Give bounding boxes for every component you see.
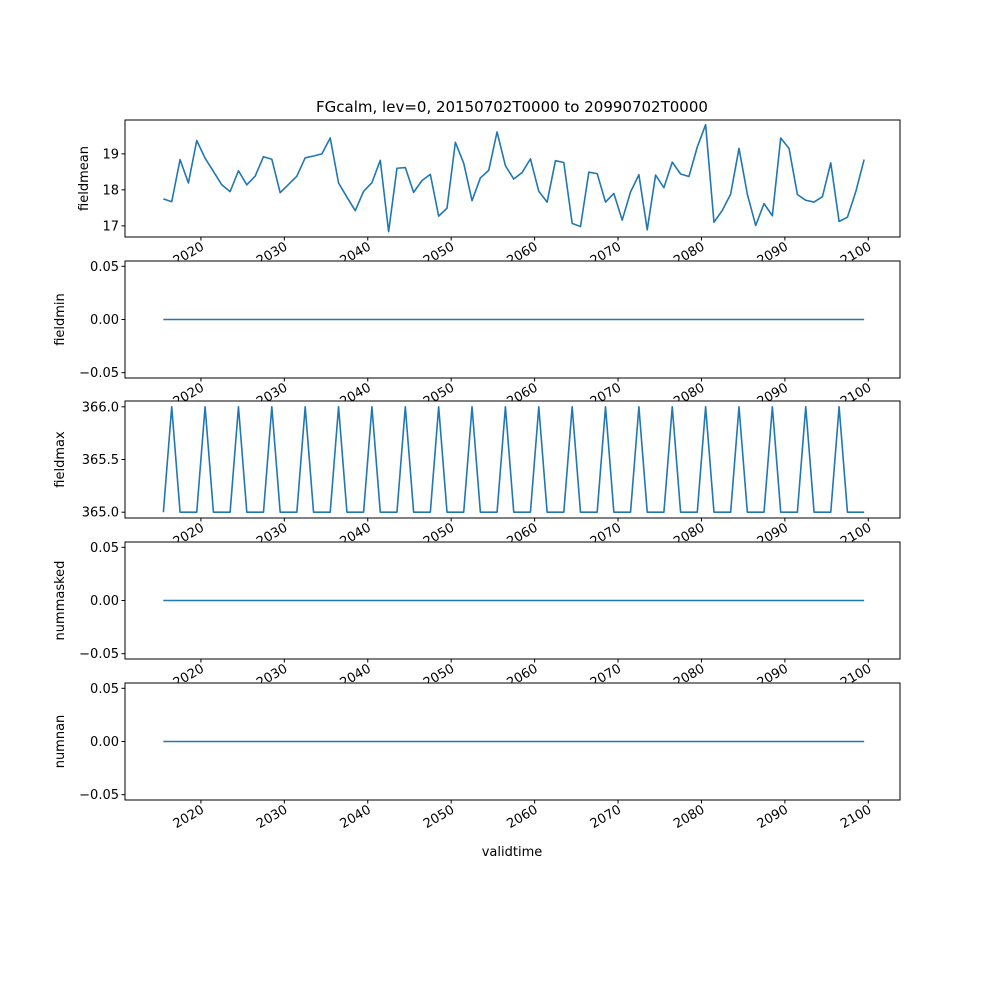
y-tick-label: 0.05 xyxy=(90,682,119,697)
y-tick-label: 365.0 xyxy=(82,506,119,521)
x-tick-label: 2080 xyxy=(671,802,707,832)
y-tick-label: 0.05 xyxy=(90,541,119,556)
y-tick-label: 18 xyxy=(102,183,119,198)
x-tick-label: 2100 xyxy=(838,802,874,832)
y-tick-label: −0.05 xyxy=(79,788,119,803)
y-tick-label: 0.05 xyxy=(90,260,119,275)
y-axis-label-fieldmean: fieldmean xyxy=(77,146,92,211)
x-tick-label: 2020 xyxy=(171,802,207,832)
y-tick-label: 19 xyxy=(102,147,119,162)
y-tick-label: 366.0 xyxy=(82,400,119,415)
x-axis-label: validtime xyxy=(482,845,543,860)
panel-numnan: −0.05 0.00 0.05 numnan 2020 2030 2040 2050 2060 2… xyxy=(53,682,900,832)
x-tick-label: 2040 xyxy=(338,802,374,832)
y-tick-label: −0.05 xyxy=(79,647,119,662)
y-tick-label: 0.00 xyxy=(90,735,119,750)
x-tick-label: 2060 xyxy=(504,802,540,832)
y-axis-label-numnan: numnan xyxy=(53,715,68,769)
y-axis-label-fieldmax: fieldmax xyxy=(53,431,68,488)
y-tick-label: 17 xyxy=(102,219,119,234)
y-tick-label: 0.00 xyxy=(90,594,119,609)
chart-title: FGcalm, lev=0, 20150702T0000 to 20990702… xyxy=(316,98,708,116)
y-axis-label-nummasked: nummasked xyxy=(53,561,68,641)
y-tick-label: 365.5 xyxy=(82,453,119,468)
x-tick-label: 2070 xyxy=(588,802,624,832)
x-tick-label: 2030 xyxy=(254,802,290,832)
x-tick-label: 2050 xyxy=(421,802,457,832)
y-axis-label-fieldmin: fieldmin xyxy=(53,293,68,346)
y-tick-label: −0.05 xyxy=(79,366,119,381)
y-tick-label: 0.00 xyxy=(90,313,119,328)
x-tick-label: 2090 xyxy=(755,802,791,832)
